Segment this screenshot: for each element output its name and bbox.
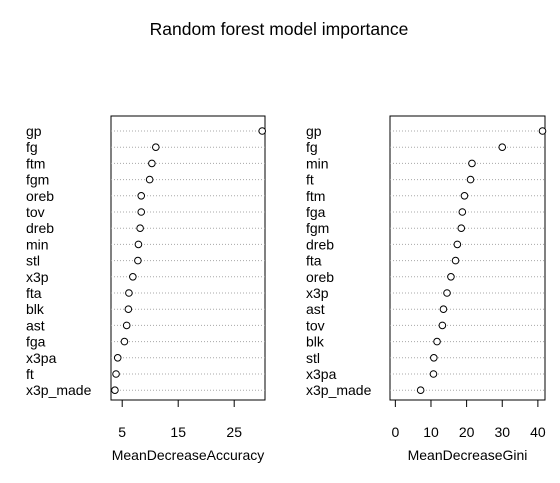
accuracy-row-label: x3p — [26, 269, 49, 285]
accuracy-point-x3p_made — [111, 386, 119, 395]
gini-point-oreb — [447, 273, 455, 281]
accuracy-x-tick-label: 5 — [118, 424, 126, 440]
gini-point-x3pa — [429, 370, 438, 378]
gini-row-label: x3pa — [306, 366, 337, 382]
accuracy-point-fgm — [145, 175, 154, 184]
gini-point-tov — [438, 321, 447, 330]
gini-point-blk — [433, 337, 441, 346]
gini-panel: gpfgminftftmfgafgmdrebftaorebx3pasttovbl… — [306, 115, 547, 463]
accuracy-x-tick-label: 15 — [170, 424, 186, 440]
gini-row-label: ast — [306, 301, 325, 317]
gini-row-label: fga — [306, 204, 326, 220]
chart-title: Random forest model importance — [150, 19, 409, 39]
gini-x-tick-label: 10 — [423, 424, 439, 440]
accuracy-row-label: fg — [26, 139, 38, 155]
accuracy-x-tick-label: 25 — [226, 424, 242, 440]
accuracy-point-oreb — [137, 192, 146, 200]
gini-point-ft — [466, 175, 475, 184]
gini-row-label: fgm — [306, 220, 329, 236]
accuracy-point-gp — [258, 127, 267, 135]
accuracy-row-label: min — [26, 236, 49, 252]
accuracy-point-ft — [112, 370, 120, 378]
accuracy-row-label: dreb — [26, 220, 54, 236]
accuracy-point-blk — [124, 305, 133, 314]
accuracy-row-label: tov — [26, 204, 45, 220]
accuracy-row-label: gp — [26, 123, 42, 139]
gini-point-fga — [458, 208, 467, 216]
accuracy-row-label: fga — [26, 334, 46, 350]
gini-point-min — [468, 159, 476, 168]
accuracy-point-tov — [137, 208, 146, 216]
gini-x-axis-title: MeanDecreaseGini — [408, 447, 528, 463]
gini-point-gp — [538, 127, 547, 135]
accuracy-point-dreb — [136, 224, 144, 232]
accuracy-plot-frame — [110, 115, 266, 401]
gini-row-label: fg — [306, 139, 318, 155]
gini-point-stl — [430, 354, 438, 362]
accuracy-point-ftm — [148, 159, 156, 168]
accuracy-panel: gpfgftmfgmorebtovdrebminstlx3pftablkastf… — [26, 115, 267, 463]
gini-x-tick-label: 20 — [459, 424, 475, 440]
gini-point-x3p — [443, 289, 451, 297]
accuracy-row-label: fta — [26, 285, 42, 301]
accuracy-point-fta — [125, 289, 133, 297]
accuracy-x-axis-title: MeanDecreaseAccuracy — [112, 447, 265, 463]
gini-row-label: x3p_made — [306, 382, 372, 398]
accuracy-row-label: ftm — [26, 155, 45, 171]
accuracy-row-label: fgm — [26, 172, 49, 188]
accuracy-point-x3pa — [113, 354, 122, 362]
accuracy-row-label: x3pa — [26, 350, 57, 366]
gini-x-tick-label: 0 — [391, 424, 399, 440]
gini-point-dreb — [453, 240, 462, 249]
accuracy-row-label: x3p_made — [26, 382, 92, 398]
accuracy-row-label: ft — [26, 366, 34, 382]
accuracy-point-fga — [120, 337, 129, 346]
accuracy-row-label: ast — [26, 317, 45, 333]
gini-point-fta — [451, 256, 460, 265]
accuracy-point-x3p — [129, 273, 137, 281]
gini-row-label: ft — [306, 172, 314, 188]
gini-point-fgm — [457, 224, 466, 232]
gini-row-label: stl — [306, 350, 320, 366]
gini-row-label: oreb — [306, 269, 334, 285]
gini-row-label: dreb — [306, 236, 334, 252]
gini-x-tick-label: 40 — [530, 424, 546, 440]
gini-x-tick-label: 30 — [494, 424, 510, 440]
gini-point-ast — [439, 305, 448, 314]
accuracy-point-min — [134, 240, 143, 249]
gini-row-label: gp — [306, 123, 322, 139]
accuracy-point-ast — [122, 321, 131, 330]
accuracy-point-stl — [134, 256, 142, 265]
gini-row-label: blk — [306, 334, 325, 350]
gini-row-label: ftm — [306, 188, 325, 204]
gini-point-ftm — [460, 192, 469, 200]
gini-point-x3p_made — [416, 386, 425, 395]
gini-row-label: tov — [306, 317, 325, 333]
gini-row-label: x3p — [306, 285, 329, 301]
accuracy-row-label: stl — [26, 253, 40, 269]
gini-row-label: fta — [306, 253, 322, 269]
gini-plot-frame — [389, 115, 546, 401]
gini-row-label: min — [306, 155, 329, 171]
accuracy-row-label: blk — [26, 301, 45, 317]
accuracy-row-label: oreb — [26, 188, 54, 204]
gini-point-fg — [498, 143, 507, 151]
accuracy-point-fg — [152, 143, 160, 151]
